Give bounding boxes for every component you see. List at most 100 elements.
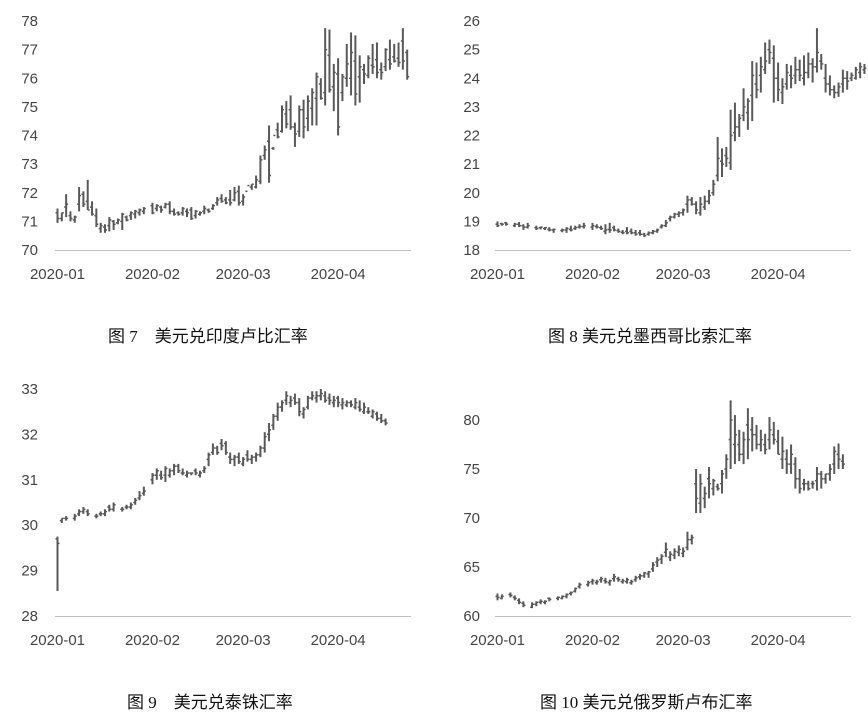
ohlc-bar xyxy=(331,63,336,112)
y-tick-label: 75 xyxy=(21,99,38,116)
y-tick-label: 31 xyxy=(21,472,38,489)
ohlc-bar xyxy=(732,415,737,465)
ohlc-bar xyxy=(612,225,617,232)
ohlc-bar xyxy=(728,109,733,170)
x-tick-label: 2020-02 xyxy=(565,632,620,649)
ohlc-bar xyxy=(383,418,388,426)
ohlc-bar xyxy=(668,215,673,222)
ohlc-bar xyxy=(284,101,289,129)
ohlc-bar xyxy=(197,211,202,216)
ohlc-bar xyxy=(607,579,612,586)
ohlc-bar xyxy=(659,224,664,229)
ohlc-bar xyxy=(81,507,86,514)
ohlc-bar xyxy=(849,72,854,82)
ohlc-bar xyxy=(323,391,328,403)
ohlc-bar xyxy=(249,454,254,464)
ohlc-bar xyxy=(189,207,194,220)
ohlc-bar xyxy=(72,215,77,223)
ohlc-bar xyxy=(530,602,535,609)
ohlc-bar xyxy=(625,227,630,235)
ohlc-bar xyxy=(124,215,129,222)
caption-fig8: 图 8 美元兑墨西哥比索汇率 xyxy=(548,327,752,346)
y-tick-label: 33 xyxy=(21,381,38,398)
ohlc-bar xyxy=(379,62,384,80)
ohlc-bar xyxy=(594,579,599,585)
ohlc-bar xyxy=(379,413,384,424)
ohlc-bar xyxy=(862,63,867,74)
ohlc-bar xyxy=(599,576,604,583)
ohlc-bar xyxy=(357,400,362,412)
ohlc-bar xyxy=(249,183,254,190)
y-tick-label: 26 xyxy=(463,13,480,30)
ohlc-bar xyxy=(301,99,306,139)
ohlc-bar xyxy=(698,197,703,216)
ohlc-bar xyxy=(185,208,190,218)
ohlc-bar xyxy=(763,433,768,455)
ohlc-bar xyxy=(719,469,724,494)
ohlc-bar xyxy=(724,146,729,167)
x-tick-label: 2020-03 xyxy=(216,266,271,283)
ohlc-bar xyxy=(620,578,625,584)
ohlc-bar xyxy=(698,473,703,514)
ohlc-bar xyxy=(512,595,517,601)
ohlc-bar xyxy=(387,39,392,70)
x-tick-label: 2020-01 xyxy=(30,266,85,283)
ohlc-bar xyxy=(258,445,263,458)
ohlc-bar xyxy=(267,125,272,183)
ohlc-bar xyxy=(228,189,233,206)
ohlc-bar xyxy=(232,187,237,202)
ohlc-bar xyxy=(349,32,354,96)
ohlc-bar xyxy=(374,411,379,421)
caption-fig7: 图 7 美元兑印度卢比汇率 xyxy=(108,327,308,346)
ohlc-bar xyxy=(327,393,332,405)
ohlc-bar xyxy=(823,473,828,484)
ohlc-bar xyxy=(612,573,617,582)
ohlc-bar xyxy=(102,509,107,517)
ohlc-bar xyxy=(120,507,125,512)
ohlc-bar xyxy=(517,598,522,605)
ohlc-bar xyxy=(275,402,280,421)
ohlc-bar xyxy=(776,62,781,102)
ohlc-bar xyxy=(732,102,737,142)
ohlc-bar xyxy=(642,571,647,578)
ohlc-bar xyxy=(336,58,341,136)
ohlc-bar xyxy=(495,221,500,228)
y-tick-label: 78 xyxy=(21,13,38,30)
ohlc-bar xyxy=(715,483,720,491)
ohlc-bar xyxy=(681,547,686,558)
ohlc-bar xyxy=(310,88,315,126)
ohlc-bar xyxy=(77,509,82,517)
ohlc-bar xyxy=(349,400,354,408)
ohlc-bar xyxy=(707,189,712,205)
ohlc-bar xyxy=(685,531,690,551)
ohlc-bar xyxy=(797,469,802,494)
ohlc-bar xyxy=(305,95,310,132)
ohlc-bar xyxy=(802,478,807,491)
chart-fig7: 70 71 72 73 74 75 76 77 78 2020-01 2020-02 2020-03 2… xyxy=(21,13,411,283)
ohlc-bar xyxy=(655,557,660,567)
ohlc-bar xyxy=(776,429,781,456)
ohlc-bar xyxy=(193,468,198,476)
ohlc-bar xyxy=(819,470,824,489)
ohlc-series xyxy=(495,28,867,238)
ohlc-series xyxy=(495,400,845,609)
ohlc-bar xyxy=(236,185,241,206)
y-tick-label: 32 xyxy=(21,426,38,443)
ohlc-bar xyxy=(715,136,720,182)
ohlc-bar xyxy=(771,421,776,445)
ohlc-bar xyxy=(646,570,651,578)
ohlc-bar xyxy=(784,63,789,90)
ohlc-bar xyxy=(288,95,293,130)
ohlc-bar xyxy=(323,28,328,106)
ohlc-bar xyxy=(681,208,686,216)
ohlc-bar xyxy=(603,577,608,584)
ohlc-bar xyxy=(542,226,547,230)
ohlc-bar xyxy=(633,575,638,582)
ohlc-bar xyxy=(737,429,742,462)
ohlc-bar xyxy=(767,39,772,64)
ohlc-bar xyxy=(827,75,832,96)
y-tick-label: 75 xyxy=(463,461,480,478)
ohlc-bar xyxy=(400,28,405,70)
ohlc-bar xyxy=(573,225,578,230)
